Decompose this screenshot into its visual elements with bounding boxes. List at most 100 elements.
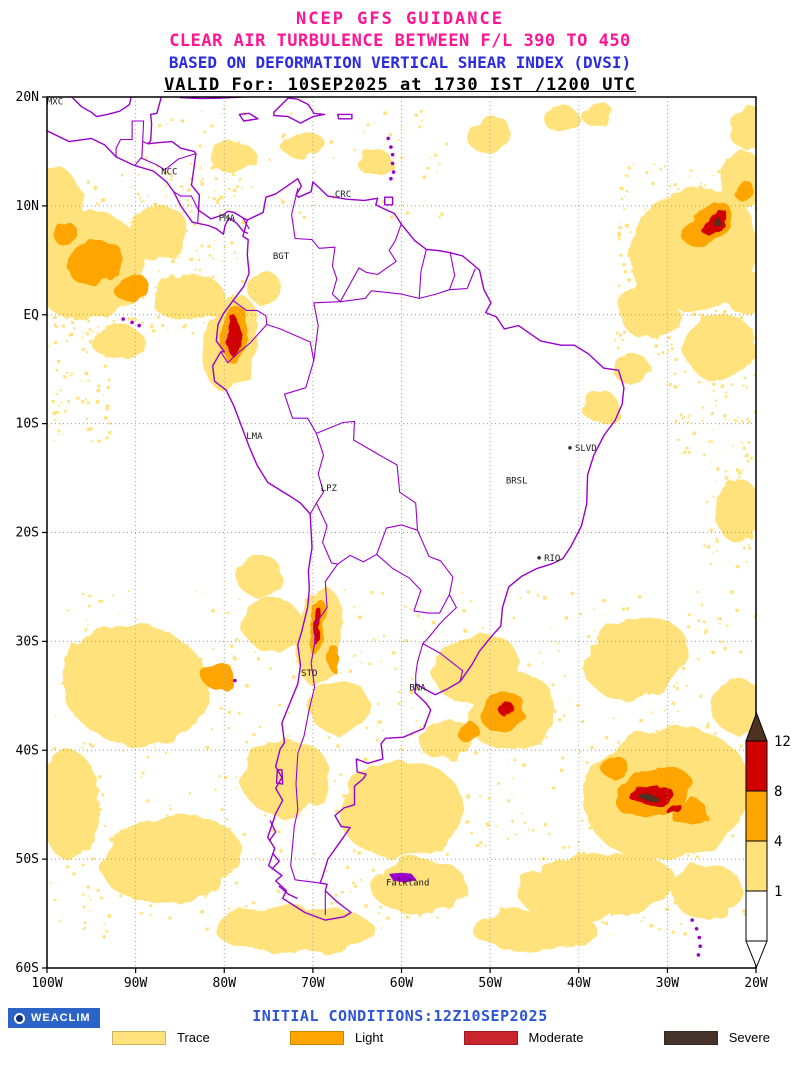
colorbar-segment — [745, 740, 768, 792]
speckle-dot — [47, 425, 50, 427]
island-dot — [697, 935, 702, 940]
speckle-dot — [621, 197, 624, 201]
speckle-dot — [561, 708, 563, 710]
speckle-dot — [679, 384, 681, 386]
turbulence-region-moderate — [226, 318, 242, 355]
speckle-dot — [622, 607, 625, 611]
speckle-dot — [626, 174, 629, 178]
speckle-dot — [199, 166, 202, 169]
speckle-dot — [677, 710, 679, 712]
speckle-dot — [220, 113, 222, 115]
speckle-dot — [52, 411, 56, 416]
speckle-dot — [623, 208, 625, 210]
turbulence-region-light — [51, 222, 78, 245]
speckle-dot — [170, 274, 174, 278]
speckle-dot — [532, 829, 535, 832]
speckle-dot — [716, 550, 718, 552]
speckle-dot — [328, 736, 331, 739]
speckle-dot — [215, 177, 218, 180]
speckle-dot — [416, 604, 419, 607]
speckle-dot — [683, 450, 687, 454]
speckle-dot — [706, 722, 710, 725]
speckle-dot — [142, 199, 145, 202]
speckle-dot — [133, 318, 137, 321]
speckle-dot — [431, 620, 435, 625]
speckle-dot — [84, 628, 88, 632]
speckle-dot — [281, 200, 285, 204]
speckle-dot — [629, 231, 632, 234]
speckle-dot — [467, 797, 470, 800]
station-label: BNA — [409, 683, 426, 693]
speckle-dot — [96, 388, 100, 393]
speckle-dot — [715, 405, 717, 407]
coastline-central-america-pacific — [47, 130, 248, 235]
speckle-dot — [602, 599, 606, 603]
speckle-dot — [673, 372, 677, 375]
speckle-dot — [487, 797, 491, 800]
speckle-dot — [617, 233, 621, 237]
speckle-dot — [335, 809, 339, 814]
speckle-dot — [466, 794, 470, 798]
speckle-dot — [712, 382, 716, 386]
speckle-dot — [157, 124, 161, 128]
speckle-dot — [55, 325, 58, 329]
speckle-dot — [201, 178, 204, 181]
turbulence-region-trace — [242, 597, 304, 653]
speckle-dot — [674, 358, 678, 362]
speckle-dot — [180, 119, 184, 123]
speckle-dot — [101, 793, 105, 797]
speckle-dot — [456, 699, 458, 702]
speckle-dot — [220, 260, 223, 263]
speckle-dot — [692, 431, 696, 436]
speckle-dot — [232, 656, 236, 660]
speckle-dot — [227, 907, 230, 910]
speckle-dot — [104, 199, 106, 202]
speckle-dot — [376, 725, 378, 728]
speckle-dot — [725, 391, 728, 394]
speckle-dot — [711, 412, 715, 416]
station-labels: MXC NCC PMA CRC BGT LMA LPZ SLVD BRSL RIO STO BNA Fa… — [47, 98, 597, 889]
speckle-dot — [654, 344, 658, 348]
x-axis-label: 70W — [301, 976, 325, 991]
speckle-dot — [212, 257, 215, 260]
speckle-dot — [101, 600, 104, 603]
speckle-dot — [578, 751, 581, 753]
speckle-dot — [377, 912, 380, 915]
speckle-dot — [515, 833, 518, 836]
speckle-dot — [463, 629, 467, 633]
speckle-dot — [83, 927, 86, 930]
speckle-dot — [170, 118, 174, 121]
speckle-dot — [153, 746, 156, 749]
turbulence-region-light — [732, 181, 753, 198]
speckle-dot — [436, 916, 439, 919]
speckle-dot — [83, 194, 86, 196]
speckle-dot — [353, 606, 356, 608]
x-axis-label: 90W — [124, 976, 148, 991]
speckle-dot — [364, 904, 368, 908]
speckle-dot — [401, 204, 404, 206]
speckle-dot — [216, 201, 219, 204]
speckle-dot — [707, 545, 711, 549]
speckle-dot — [376, 738, 379, 742]
speckle-dot — [543, 595, 547, 600]
island-dot — [390, 152, 395, 157]
speckle-dot — [714, 732, 717, 735]
turbulence-region-trace — [716, 478, 756, 544]
speckle-dot — [487, 825, 489, 827]
speckle-dot — [238, 598, 241, 600]
speckle-dot — [263, 813, 267, 817]
speckle-dot — [724, 476, 729, 480]
speckle-dot — [140, 776, 143, 778]
speckle-dot — [627, 166, 631, 170]
speckle-dot — [81, 593, 85, 596]
turbulence-region-trace — [127, 205, 189, 261]
coastline-fjord-2 — [271, 853, 280, 870]
turbulence-region-trace — [281, 131, 327, 161]
speckle-dot — [711, 174, 714, 176]
legend-item-moderate: Moderate — [463, 1030, 583, 1045]
speckle-dot — [397, 702, 401, 705]
speckle-dot — [366, 123, 370, 127]
speckle-dot — [577, 851, 581, 854]
country-border — [142, 120, 149, 145]
speckle-dot — [724, 417, 726, 420]
